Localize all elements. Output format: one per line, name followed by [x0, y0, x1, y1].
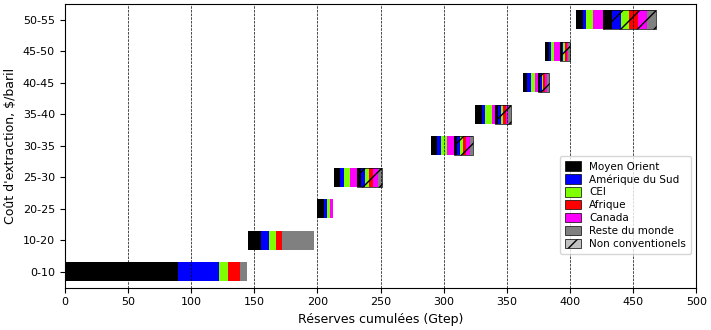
Bar	[498, 105, 501, 124]
Bar	[328, 199, 330, 218]
Bar	[317, 199, 324, 218]
Bar	[282, 231, 314, 250]
Bar	[481, 105, 486, 124]
Bar	[545, 74, 547, 92]
Bar	[593, 11, 603, 29]
Bar	[560, 42, 570, 61]
Bar	[351, 168, 356, 187]
Bar	[447, 136, 454, 155]
Bar	[260, 231, 269, 250]
Bar	[551, 42, 554, 61]
X-axis label: Réserves cumulées (Gtep): Réserves cumulées (Gtep)	[298, 313, 463, 326]
Bar	[531, 74, 535, 92]
Bar	[356, 168, 382, 187]
Bar	[475, 105, 481, 124]
Bar	[496, 105, 498, 124]
Bar	[577, 11, 582, 29]
Bar	[248, 231, 260, 250]
Bar	[369, 168, 373, 187]
Bar	[542, 74, 543, 92]
Bar	[431, 136, 437, 155]
Bar	[567, 42, 568, 61]
Bar	[611, 11, 621, 29]
Bar	[492, 105, 496, 124]
Bar	[587, 11, 593, 29]
Bar	[560, 42, 562, 61]
Bar	[538, 74, 540, 92]
Bar	[365, 168, 369, 187]
Bar	[543, 74, 545, 92]
Bar	[469, 136, 473, 155]
Bar	[503, 105, 506, 124]
Bar	[562, 42, 563, 61]
Bar	[240, 262, 247, 281]
Bar	[501, 105, 503, 124]
Bar	[603, 11, 656, 29]
Bar	[454, 136, 457, 155]
Bar	[276, 231, 282, 250]
Legend: Moyen Orient, Amérique du Sud, CEI, Afrique, Canada, Reste du monde, Non convent: Moyen Orient, Amérique du Sud, CEI, Afri…	[560, 156, 691, 254]
Bar	[460, 136, 464, 155]
Bar	[563, 42, 565, 61]
Bar	[547, 74, 548, 92]
Bar	[437, 136, 441, 155]
Bar	[360, 168, 365, 187]
Bar	[582, 11, 587, 29]
Bar	[568, 42, 570, 61]
Bar	[535, 74, 538, 92]
Bar	[457, 136, 460, 155]
Y-axis label: Coût d'extraction, $/baril: Coût d'extraction, $/baril	[4, 68, 17, 224]
Bar	[333, 168, 340, 187]
Bar	[486, 105, 492, 124]
Bar	[621, 11, 629, 29]
Bar	[647, 11, 656, 29]
Bar	[269, 231, 276, 250]
Bar	[540, 74, 542, 92]
Bar	[506, 105, 508, 124]
Bar	[373, 168, 378, 187]
Bar	[178, 262, 219, 281]
Bar	[538, 74, 548, 92]
Bar	[219, 262, 228, 281]
Bar	[545, 42, 548, 61]
Bar	[228, 262, 240, 281]
Bar	[330, 199, 333, 218]
Bar	[527, 74, 531, 92]
Bar	[548, 42, 551, 61]
Bar	[340, 168, 344, 187]
Bar	[441, 136, 447, 155]
Bar	[356, 168, 360, 187]
Bar	[324, 199, 328, 218]
Bar	[508, 105, 510, 124]
Bar	[638, 11, 647, 29]
Bar	[378, 168, 382, 187]
Bar	[466, 136, 469, 155]
Bar	[344, 168, 351, 187]
Bar	[454, 136, 473, 155]
Bar	[523, 74, 527, 92]
Bar	[65, 262, 178, 281]
Bar	[565, 42, 567, 61]
Bar	[629, 11, 638, 29]
Bar	[554, 42, 560, 61]
Bar	[496, 105, 510, 124]
Bar	[464, 136, 466, 155]
Bar	[603, 11, 611, 29]
